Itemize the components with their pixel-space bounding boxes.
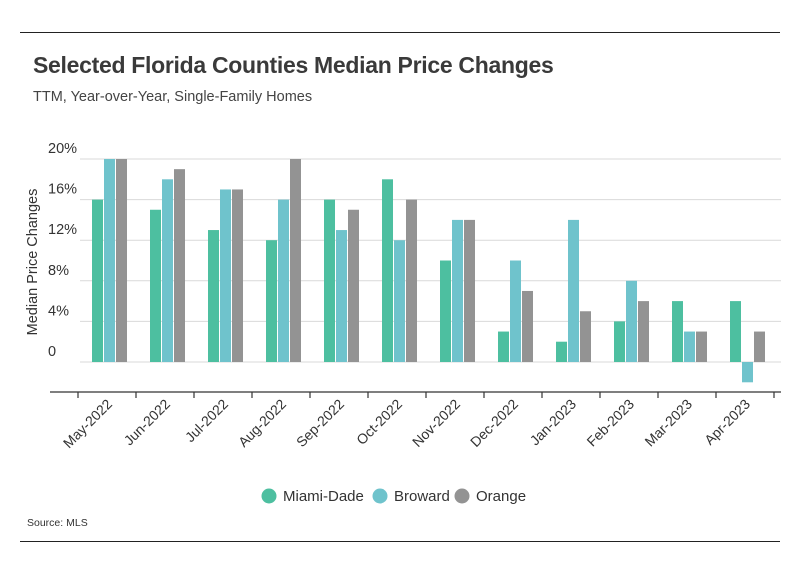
- bar-orange-jul-2022: [232, 189, 243, 362]
- x-tick-label: Apr-2023: [701, 396, 753, 448]
- legend-swatch-orange: [454, 488, 470, 504]
- bar-miami-dade-sep-2022: [324, 199, 335, 362]
- bar-orange-dec-2022: [522, 290, 533, 362]
- y-tick-label: 0: [48, 344, 56, 360]
- y-tick-label: 20%: [48, 141, 77, 157]
- x-axis-ticks: May-2022 Jun-2022 Jul-2022 Aug-2022 Sep-2022…: [60, 396, 753, 451]
- bar-miami-dade-aug-2022: [266, 240, 277, 362]
- bar-broward-oct-2022: [394, 240, 405, 362]
- bar-orange-sep-2022: [348, 209, 359, 362]
- bar-miami-dade-oct-2022: [382, 179, 393, 362]
- y-tick-label: 4%: [48, 303, 69, 319]
- bar-miami-dade-nov-2022: [440, 260, 451, 362]
- x-axis: [50, 391, 781, 398]
- y-tick-label: 12%: [48, 222, 77, 238]
- bar-broward-jun-2022: [162, 179, 173, 362]
- bottom-rule: [20, 541, 780, 542]
- bar-broward-dec-2022: [510, 260, 521, 362]
- bar-miami-dade-dec-2022: [498, 331, 509, 362]
- bar-miami-dade-jan-2023: [556, 341, 567, 362]
- bars: [92, 159, 765, 383]
- top-rule: [20, 32, 780, 33]
- bar-broward-may-2022: [104, 159, 115, 362]
- bar-broward-feb-2023: [626, 280, 637, 362]
- bar-broward-aug-2022: [278, 199, 289, 362]
- bar-miami-dade-apr-2023: [730, 301, 741, 362]
- bar-orange-may-2022: [116, 159, 127, 362]
- legend-swatch-miami-dade: [261, 488, 277, 504]
- legend-label: Orange: [476, 488, 526, 505]
- y-tick-label: 16%: [48, 182, 77, 198]
- x-tick-label: Oct-2022: [353, 396, 405, 448]
- x-tick-label: Jun-2022: [121, 396, 174, 449]
- x-tick-label: Nov-2022: [409, 396, 463, 450]
- x-tick-label: Aug-2022: [235, 396, 289, 450]
- legend: Miami-Dade Broward Orange: [261, 488, 526, 505]
- bar-orange-aug-2022: [290, 159, 301, 362]
- bar-broward-jul-2022: [220, 189, 231, 362]
- x-tick-label: Feb-2023: [583, 396, 637, 450]
- bar-broward-sep-2022: [336, 230, 347, 362]
- bar-miami-dade-jun-2022: [150, 209, 161, 362]
- x-tick-label: May-2022: [60, 396, 115, 451]
- x-tick-label: Mar-2023: [641, 396, 695, 450]
- x-tick-label: Jan-2023: [527, 396, 580, 449]
- source-note: Source: MLS: [27, 517, 88, 529]
- bar-orange-jun-2022: [174, 169, 185, 362]
- bar-broward-apr-2023: [742, 362, 753, 383]
- legend-swatch-broward: [372, 488, 388, 504]
- grid-lines: [80, 158, 781, 363]
- x-tick-label: Sep-2022: [293, 396, 347, 450]
- chart-title: Selected Florida Counties Median Price C…: [33, 52, 554, 78]
- y-axis-ticks: 0 4% 8% 12% 16% 20%: [48, 141, 77, 360]
- bar-broward-mar-2023: [684, 331, 695, 362]
- bar-miami-dade-jul-2022: [208, 230, 219, 362]
- x-tick-label: Jul-2022: [182, 396, 231, 445]
- legend-label: Broward: [394, 488, 450, 505]
- bar-miami-dade-mar-2023: [672, 301, 683, 362]
- x-tick-label: Dec-2022: [467, 396, 521, 450]
- bar-orange-feb-2023: [638, 301, 649, 362]
- bar-broward-nov-2022: [452, 219, 463, 362]
- bar-orange-jan-2023: [580, 311, 591, 362]
- bar-orange-oct-2022: [406, 199, 417, 362]
- bar-miami-dade-may-2022: [92, 199, 103, 362]
- bar-orange-mar-2023: [696, 331, 707, 362]
- bar-miami-dade-feb-2023: [614, 321, 625, 362]
- chart-subtitle: TTM, Year-over-Year, Single-Family Homes: [33, 89, 313, 105]
- bar-orange-apr-2023: [754, 331, 765, 362]
- bar-broward-jan-2023: [568, 219, 579, 362]
- y-tick-label: 8%: [48, 263, 69, 279]
- legend-label: Miami-Dade: [283, 488, 364, 505]
- y-axis-label: Median Price Changes: [25, 189, 41, 336]
- bar-orange-nov-2022: [464, 219, 475, 362]
